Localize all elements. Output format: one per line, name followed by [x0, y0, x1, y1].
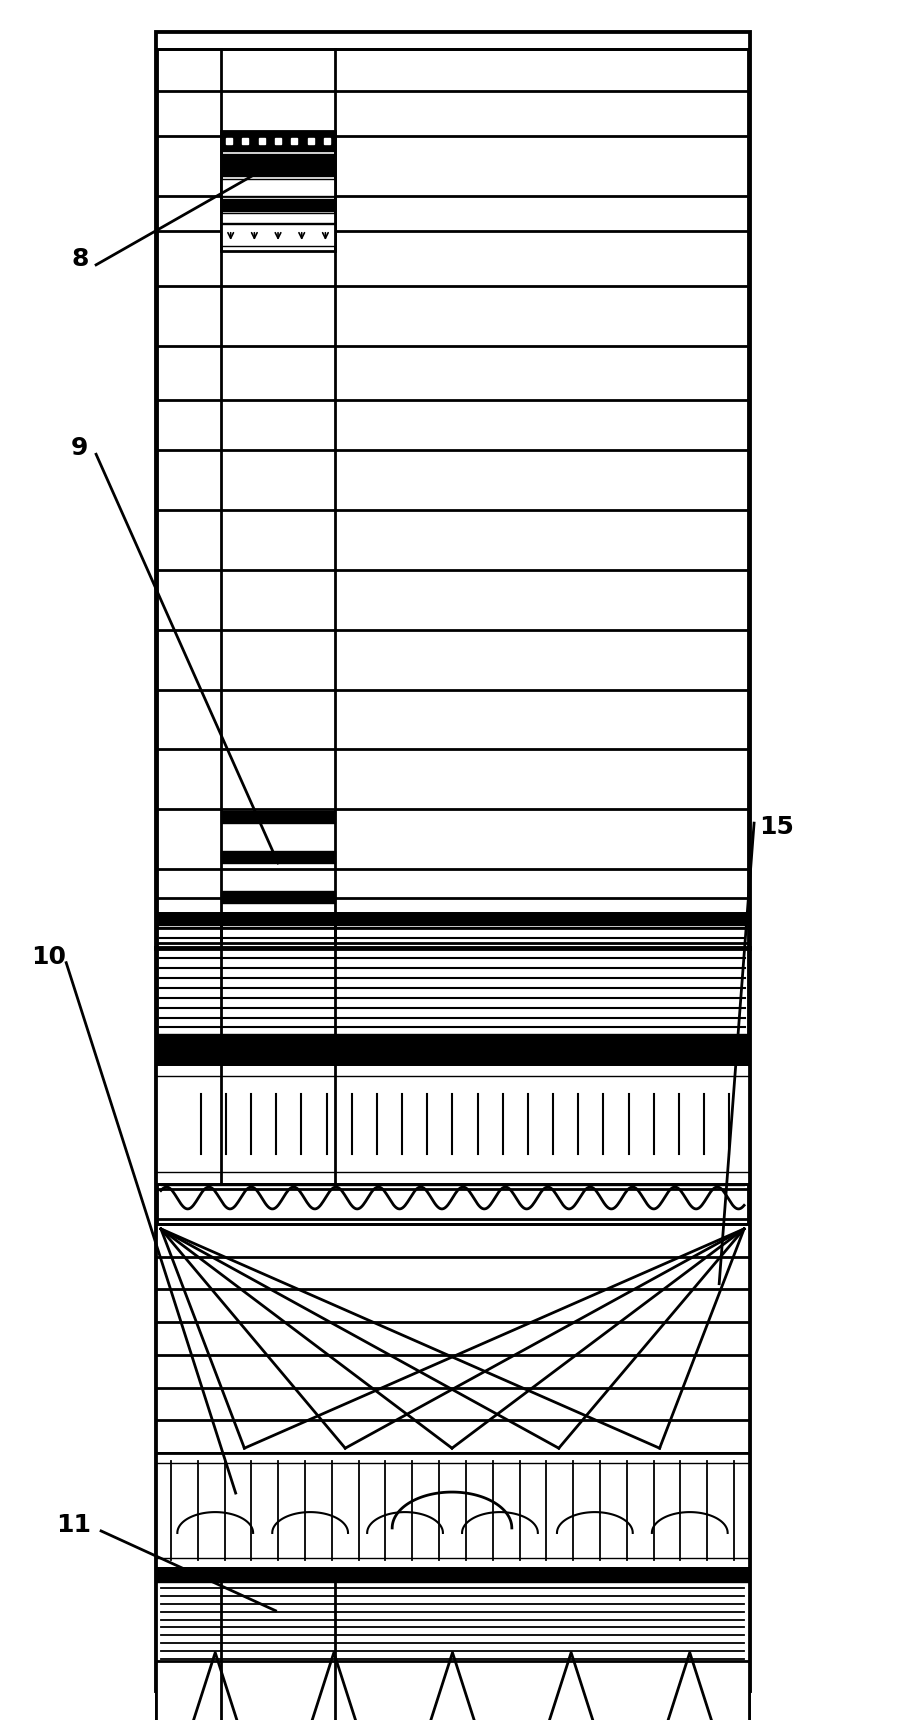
Bar [221, 891, 336, 903]
Bar [156, 1036, 749, 1042]
Bar [221, 133, 336, 252]
Text: 8: 8 [71, 246, 89, 271]
Bar [221, 812, 336, 824]
Bar [221, 1065, 336, 1184]
Bar [221, 913, 336, 1042]
Bar [221, 133, 336, 152]
Bar [156, 33, 749, 1690]
Bar [221, 155, 336, 177]
Bar [221, 851, 336, 863]
Text: 10: 10 [32, 944, 66, 968]
Text: 11: 11 [56, 1513, 91, 1535]
Text: 15: 15 [759, 815, 794, 839]
Bar [156, 1568, 749, 1723]
Bar [156, 1452, 749, 1568]
Bar [221, 179, 336, 196]
Text: 9: 9 [71, 436, 89, 460]
Bar [156, 913, 749, 1042]
Bar [156, 1223, 749, 1452]
Bar [221, 200, 336, 212]
Bar [156, 913, 749, 925]
Bar [156, 1661, 749, 1723]
Bar [221, 224, 336, 246]
Bar [156, 1065, 749, 1184]
Bar [221, 1568, 336, 1723]
Bar [156, 33, 749, 50]
Bar [156, 1184, 749, 1223]
Bar [156, 1568, 749, 1582]
Bar [156, 1042, 749, 1065]
Bar [221, 214, 336, 224]
